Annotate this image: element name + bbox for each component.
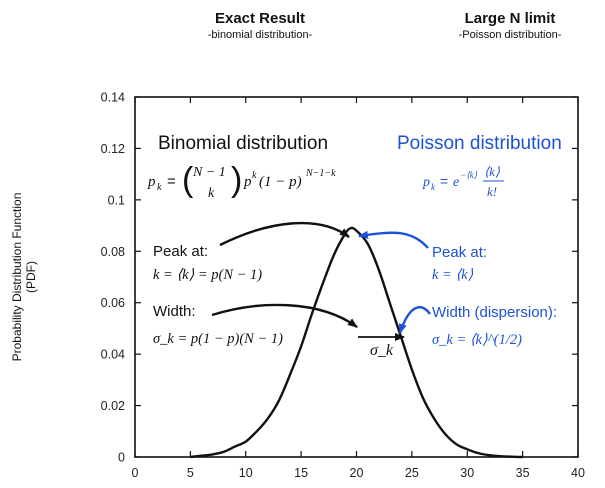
svg-text:p: p [422,175,430,190]
x-tick-label: 20 [350,466,364,480]
svg-text:N−1−k: N−1−k [305,168,336,179]
svg-text:): ) [231,161,242,199]
y-tick-label: 0.12 [101,142,125,156]
x-tick-label: 10 [239,466,253,480]
x-tick-label: 40 [571,466,585,480]
large-n-subtitle: -Poisson distribution- [458,29,562,41]
sigma-marker-label: σ_k [370,342,394,359]
poisson-formula: p k = e −⟨k⟩ ⟨k⟩ k! [422,164,504,199]
peak-arrow-right [358,230,429,249]
y-tick-label: 0.06 [101,296,125,310]
x-ticks: 0 5 10 15 20 25 30 35 40 [132,97,585,480]
svg-text:(: ( [182,161,194,199]
width-arrow-left [211,303,358,328]
peak-formula-left: k = ⟨k⟩ = p(N − 1) [153,267,262,283]
svg-text:−⟨k⟩: −⟨k⟩ [460,170,478,180]
large-n-header: Large N limit -Poisson distribution- [420,10,600,41]
svg-text:=: = [440,173,448,189]
peak-formula-right: k = ⟨k⟩ [432,267,474,283]
svg-text:=: = [167,173,176,190]
peak-arrow-left [219,221,350,247]
y-tick-label: 0.02 [101,399,125,413]
svg-text:k!: k! [487,184,497,199]
exact-result-subtitle: -binomial distribution- [207,29,313,41]
svg-text:k: k [208,186,215,201]
width-formula-left: σ_k = p(1 − p)(N − 1) [153,331,283,347]
x-tick-label: 30 [460,466,474,480]
exact-result-header: Exact Result -binomial distribution- [165,10,355,41]
large-n-title: Large N limit [464,10,556,27]
x-tick-label: 35 [516,466,530,480]
x-tick-label: 5 [187,466,194,480]
y-tick-label: 0.08 [101,245,125,259]
svg-text:k: k [157,182,162,193]
y-tick-label: 0.14 [101,91,125,105]
peak-label-left: Peak at: [153,243,208,260]
svg-text:e: e [453,175,459,190]
poisson-title: Poisson distribution [397,133,562,154]
width-label-right: Width (dispersion): [432,304,557,321]
y-ticks: 0 0.02 0.04 0.06 0.08 0.1 0.12 0.14 [101,91,578,465]
binomial-formula: p k = ( N − 1 k ) p k (1 − p) N−1−k [147,161,336,201]
width-formula-right: σ_k = ⟨k⟩^(1/2) [432,332,522,348]
svg-text:k: k [252,170,257,181]
x-tick-label: 0 [132,466,139,480]
width-arrow-right [398,306,431,334]
svg-text:p: p [147,174,156,190]
binomial-title: Binomial distribution [158,133,328,154]
x-tick-label: 25 [405,466,419,480]
width-label-left: Width: [153,303,196,320]
svg-text:⟨k⟩: ⟨k⟩ [484,164,500,179]
y-tick-label: 0.04 [101,348,125,362]
y-tick-label: 0 [118,451,125,465]
x-tick-label: 15 [294,466,308,480]
pdf-curve [190,226,523,459]
y-tick-label: 0.1 [108,193,125,207]
svg-text:(1 − p): (1 − p) [259,174,302,190]
peak-label-right: Peak at: [432,244,487,261]
exact-result-title: Exact Result [214,10,306,27]
svg-text:N − 1: N − 1 [192,165,226,180]
svg-text:p: p [243,174,252,190]
svg-text:k: k [431,182,436,192]
